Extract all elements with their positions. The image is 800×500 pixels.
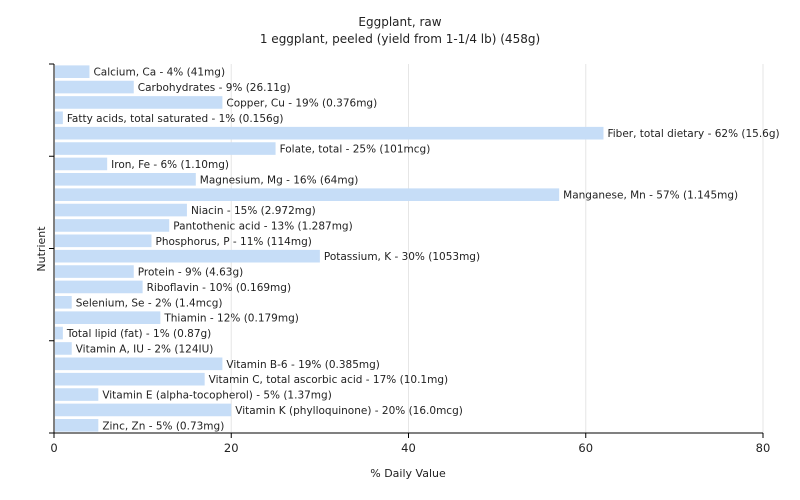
data-label: Fatty acids, total saturated - 1% (0.156…	[67, 113, 284, 125]
y-axis-title: Nutrient	[35, 226, 48, 272]
data-label: Folate, total - 25% (101mcg)	[280, 144, 431, 156]
bar	[55, 65, 90, 78]
data-label: Calcium, Ca - 4% (41mg)	[93, 67, 225, 79]
bar	[55, 357, 223, 371]
data-label: Thiamin - 12% (0.179mg)	[163, 313, 299, 325]
x-tick-label: 0	[50, 441, 57, 455]
bar	[55, 234, 152, 248]
bar	[55, 142, 276, 155]
bar	[55, 311, 161, 324]
data-label: Riboflavin - 10% (0.169mg)	[147, 282, 291, 294]
grid-lines	[230, 64, 764, 433]
bar	[55, 342, 72, 355]
bar	[55, 219, 170, 232]
bar	[55, 80, 134, 94]
bar	[55, 326, 63, 340]
data-label: Fiber, total dietary - 62% (15.6g)	[607, 128, 779, 140]
x-tick-label: 40	[401, 441, 416, 455]
bar	[55, 249, 320, 263]
data-label: Pantothenic acid - 13% (1.287mg)	[173, 220, 352, 232]
data-label: Iron, Fe - 6% (1.10mg)	[111, 159, 229, 171]
x-tick-label: 20	[224, 441, 239, 455]
data-label: Vitamin A, IU - 2% (124IU)	[76, 343, 214, 355]
bar	[55, 96, 223, 109]
bar	[55, 280, 143, 294]
data-label: Manganese, Mn - 57% (1.145mg)	[563, 190, 738, 202]
bar	[55, 403, 232, 417]
data-label: Vitamin C, total ascorbic acid - 17% (10…	[209, 374, 448, 386]
bar	[55, 296, 72, 309]
x-axis-title: % Daily Value	[370, 467, 446, 480]
bar	[55, 203, 187, 217]
axes: 0 20 40 60 80	[49, 63, 771, 455]
bar	[55, 372, 205, 386]
bar	[55, 173, 196, 186]
bar	[55, 388, 99, 401]
data-label: Protein - 9% (4.63g)	[138, 267, 244, 279]
bar	[55, 157, 108, 171]
data-label: Vitamin K (phylloquinone) - 20% (16.0mcg…	[235, 405, 463, 417]
data-label: Phosphorus, P - 11% (114mg)	[155, 236, 311, 248]
data-label: Carbohydrates - 9% (26.11g)	[138, 82, 291, 94]
data-label: Niacin - 15% (2.972mg)	[191, 205, 316, 217]
bar	[55, 265, 134, 278]
data-label: Selenium, Se - 2% (1.4mcg)	[76, 297, 223, 309]
data-label: Vitamin E (alpha-tocopherol) - 5% (1.37m…	[102, 390, 332, 402]
data-label: Copper, Cu - 19% (0.376mg)	[226, 97, 377, 109]
bar	[55, 126, 604, 140]
data-label: Zinc, Zn - 5% (0.73mg)	[102, 420, 224, 432]
data-label: Vitamin B-6 - 19% (0.385mg)	[226, 359, 380, 371]
data-label: Total lipid (fat) - 1% (0.87g)	[66, 328, 211, 340]
x-tick-label: 80	[756, 441, 771, 455]
x-tick-label: 60	[578, 441, 593, 455]
data-label: Potassium, K - 30% (1053mg)	[324, 251, 480, 263]
bars: Calcium, Ca - 4% (41mg) Carbohydrates - 9…	[55, 65, 780, 432]
chart-title: Eggplant, raw	[358, 15, 442, 29]
bar	[55, 419, 99, 432]
data-label: Magnesium, Mg - 16% (64mg)	[200, 174, 359, 186]
bar	[55, 188, 560, 201]
bar	[55, 111, 63, 125]
chart-subtitle: 1 eggplant, peeled (yield from 1-1/4 lb)…	[259, 32, 541, 46]
